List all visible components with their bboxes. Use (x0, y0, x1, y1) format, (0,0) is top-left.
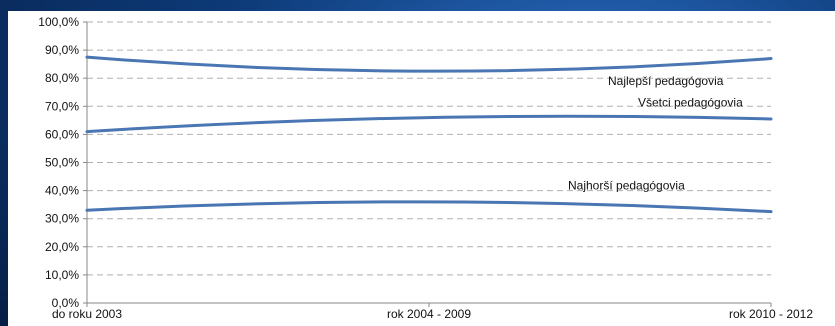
y-axis-tick-labels: 0,0% 10,0% 20,0% 30,0% 40,0% 50,0% 60,0% 70,0% 8… (38, 15, 79, 310)
series-label: Najhorší pedagógovia (568, 179, 685, 193)
x-tick-label: rok 2010 - 2012 (729, 307, 813, 321)
series-lines (85, 55, 773, 214)
y-tick-label: 40,0% (45, 184, 79, 198)
y-tick-label: 50,0% (45, 156, 79, 170)
y-tick-label: 90,0% (45, 43, 79, 57)
series-line (85, 114, 773, 134)
series-label: Všetci pedagógovia (638, 96, 743, 110)
y-tick-label: 30,0% (45, 212, 79, 226)
series-line (85, 55, 773, 73)
y-tick-label: 80,0% (45, 71, 79, 85)
line-chart: 0,0% 10,0% 20,0% 30,0% 40,0% 50,0% 60,0% 70,0% 8… (38, 15, 813, 321)
y-tick-label: 70,0% (45, 99, 79, 113)
x-tick-label: rok 2004 - 2009 (387, 307, 471, 321)
series-line (85, 200, 773, 214)
series-label: Najlepší pedagógovia (608, 74, 724, 88)
y-tick-label: 20,0% (45, 240, 79, 254)
x-axis-tick-labels: do roku 2003 rok 2004 - 2009 rok 2010 - 20… (52, 307, 813, 321)
y-tick-label: 60,0% (45, 127, 79, 141)
axes (83, 21, 772, 307)
y-tick-label: 0,0% (52, 296, 80, 310)
y-tick-label: 100,0% (38, 15, 79, 29)
grid-lines (87, 21, 771, 276)
x-tick-label: do roku 2003 (52, 307, 122, 321)
y-tick-label: 10,0% (45, 268, 79, 282)
series-labels: Najlepší pedagógovia Všetci pedagógovia Na… (568, 74, 743, 193)
chart-panel: 0,0% 10,0% 20,0% 30,0% 40,0% 50,0% 60,0% 70,0% 8… (8, 11, 835, 326)
